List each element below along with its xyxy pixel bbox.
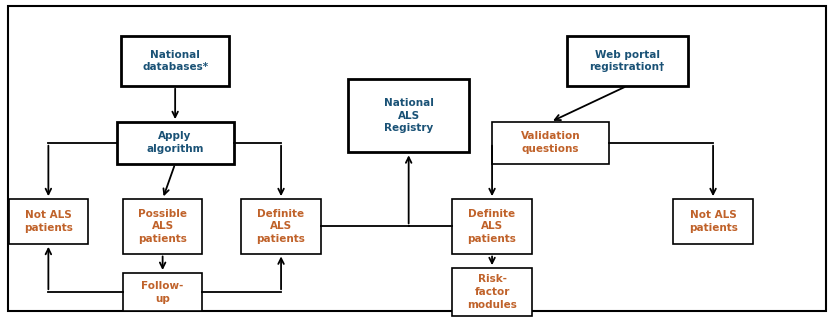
Text: National
databases*: National databases* — [142, 49, 208, 73]
Text: Web portal
registration†: Web portal registration† — [590, 49, 665, 73]
Text: Not ALS
patients: Not ALS patients — [689, 210, 737, 233]
Text: Definite
ALS
patients: Definite ALS patients — [468, 209, 516, 244]
Bar — [117, 122, 234, 164]
Bar — [452, 268, 532, 316]
Text: Follow-
up: Follow- up — [142, 281, 183, 304]
Text: Possible
ALS
patients: Possible ALS patients — [138, 209, 187, 244]
Text: Definite
ALS
patients: Definite ALS patients — [257, 209, 305, 244]
Bar — [349, 79, 469, 152]
Bar — [674, 199, 752, 244]
Text: National
ALS
Registry: National ALS Registry — [384, 98, 434, 133]
Bar — [492, 122, 609, 164]
Bar — [8, 199, 88, 244]
Text: Not ALS
patients: Not ALS patients — [24, 210, 73, 233]
Bar — [242, 199, 321, 254]
Bar — [121, 36, 229, 86]
Bar — [123, 273, 202, 311]
Bar — [566, 36, 687, 86]
Text: Risk-
factor
modules: Risk- factor modules — [467, 274, 517, 310]
Text: Apply
algorithm: Apply algorithm — [147, 131, 203, 154]
Text: Validation
questions: Validation questions — [520, 131, 580, 154]
Bar — [123, 199, 202, 254]
Bar — [452, 199, 532, 254]
